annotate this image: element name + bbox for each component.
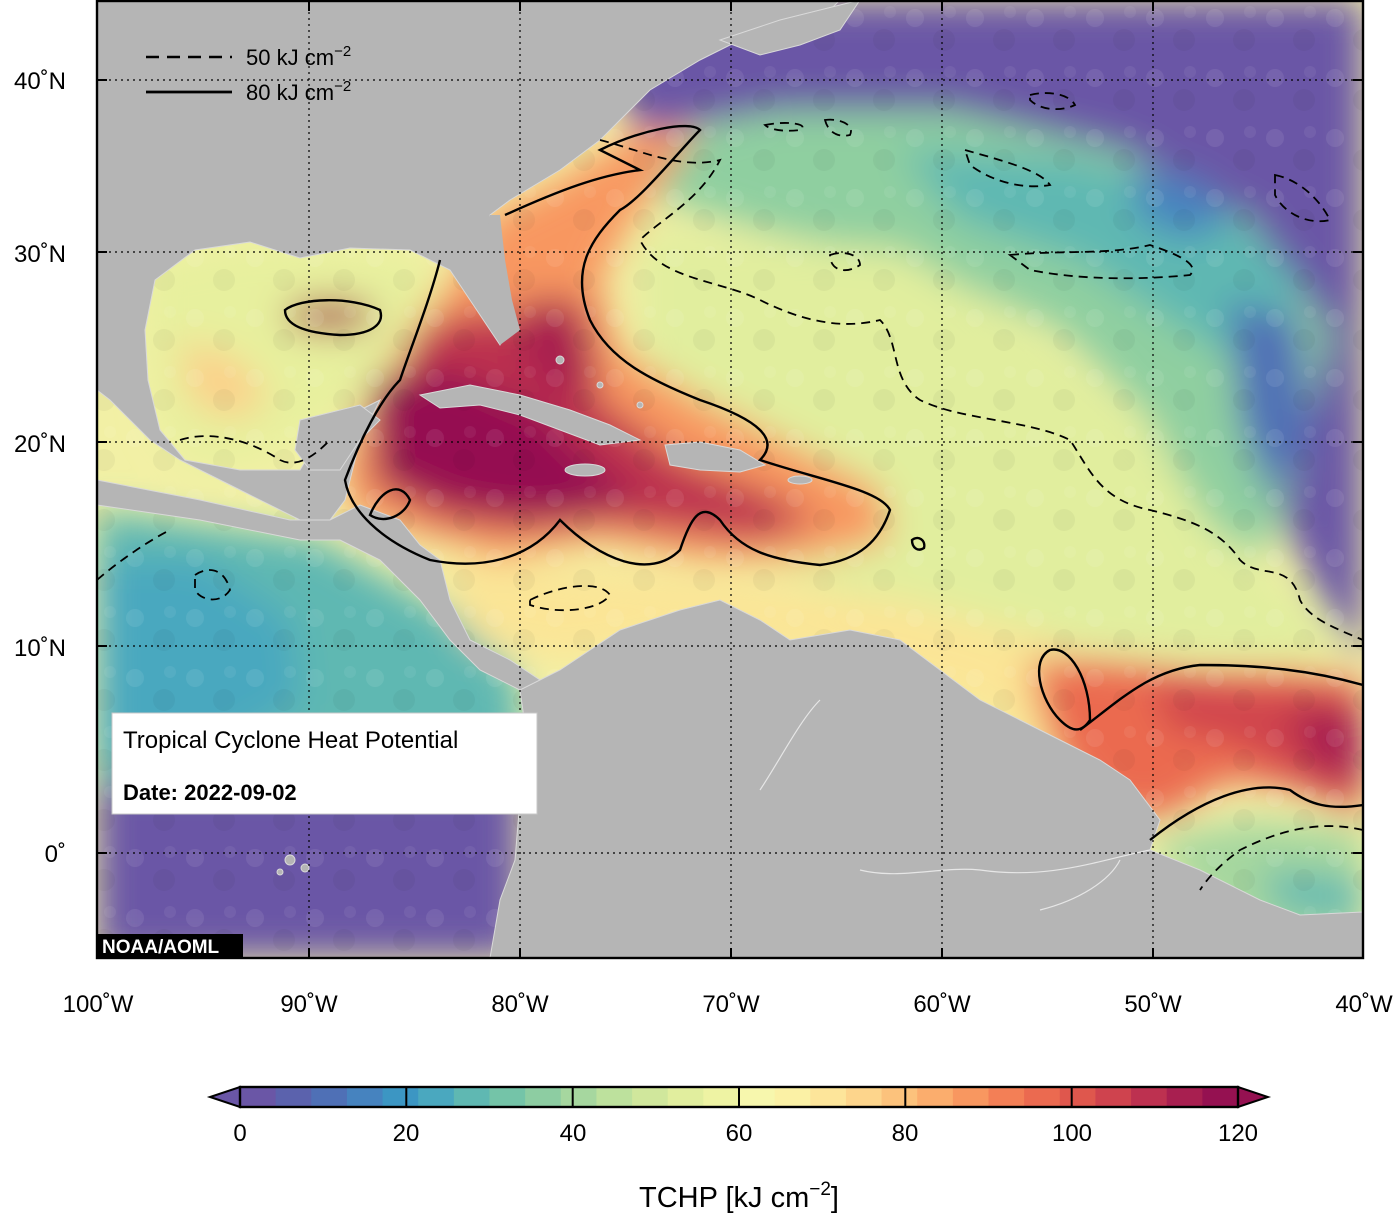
cb-label-20: 20	[393, 1120, 420, 1147]
cb-label-80: 80	[892, 1120, 919, 1147]
lat-label-30n: 30˚N	[14, 241, 66, 268]
rivers	[759, 699, 1151, 911]
cb-label-0: 0	[233, 1120, 246, 1147]
colorbar-over-arrow	[1237, 1085, 1272, 1109]
land-masses	[97, 0, 1363, 958]
colorbar-cell	[988, 1087, 1025, 1107]
colorbar-cell	[917, 1087, 954, 1107]
lon-label-50w: 50˚W	[1124, 991, 1182, 1018]
colorbar-cell	[632, 1087, 669, 1107]
info-box: Tropical Cyclone Heat Potential Date: 20…	[111, 712, 538, 815]
colorbar-cell	[1095, 1087, 1132, 1107]
colorbar-cell	[382, 1087, 419, 1107]
lon-labels: 100˚W 90˚W 80˚W 70˚W 60˚W 50˚W 40˚W	[63, 991, 1393, 1018]
colorbar-cell	[346, 1087, 384, 1107]
colorbar-cell	[952, 1087, 990, 1107]
cb-label-40: 40	[560, 1120, 587, 1147]
colorbar-ticks	[239, 1087, 1239, 1107]
colorbar-cell	[845, 1087, 883, 1107]
cb-label-120: 120	[1218, 1120, 1258, 1147]
lon-label-90w: 90˚W	[280, 991, 338, 1018]
colorbar-cell	[525, 1087, 562, 1107]
colorbar-cell	[810, 1087, 847, 1107]
legend-80-label: 80 kJ cm−2	[246, 78, 351, 105]
colorbar-cell	[560, 1087, 598, 1107]
colorbar-cell	[489, 1087, 526, 1107]
contour-50-dashed	[97, 92, 1363, 891]
colorbar-cell	[739, 1087, 776, 1107]
lon-label-40w: 40˚W	[1335, 991, 1393, 1018]
lat-label-40n: 40˚N	[14, 68, 66, 95]
colorbar-cells	[240, 1087, 1239, 1107]
lon-label-100w: 100˚W	[63, 991, 134, 1018]
colorbar-cell	[1059, 1087, 1097, 1107]
colorbar-cell	[1024, 1087, 1061, 1107]
colorbar: 0 20 40 60 80 100 120 TCHP [kJ cm−2]	[206, 1085, 1272, 1214]
lat-label-10n: 10˚N	[14, 635, 66, 662]
legend-50-label: 50 kJ cm−2	[246, 43, 351, 70]
colorbar-cell	[1131, 1087, 1168, 1107]
colorbar-cell	[703, 1087, 740, 1107]
colorbar-cell	[453, 1087, 491, 1107]
lon-label-70w: 70˚W	[702, 991, 760, 1018]
lat-labels: 40˚N 30˚N 20˚N 10˚N 0˚	[14, 68, 66, 868]
lon-label-60w: 60˚W	[913, 991, 971, 1018]
lon-label-80w: 80˚W	[491, 991, 549, 1018]
contour-legend: 50 kJ cm−2 80 kJ cm−2	[146, 43, 351, 105]
cb-label-60: 60	[726, 1120, 753, 1147]
colorbar-tick-labels: 0 20 40 60 80 100 120	[233, 1120, 1258, 1147]
lat-label-20n: 20˚N	[14, 431, 66, 458]
credit-badge: NOAA/AOML	[97, 934, 243, 958]
colorbar-cell	[667, 1087, 704, 1107]
info-box-date: Date: 2022-09-02	[123, 780, 297, 805]
colorbar-cell	[1202, 1087, 1239, 1107]
lat-label-0: 0˚	[45, 841, 66, 868]
colorbar-cell	[596, 1087, 633, 1107]
colorbar-title: TCHP [kJ cm−2]	[639, 1179, 839, 1214]
tick-marks	[97, 1, 1363, 958]
contour-80-solid	[283, 124, 1363, 841]
cb-label-100: 100	[1052, 1120, 1092, 1147]
colorbar-under-arrow	[206, 1085, 241, 1109]
colorbar-cell	[240, 1087, 277, 1107]
colorbar-cell	[418, 1087, 455, 1107]
colorbar-cell	[1166, 1087, 1203, 1107]
colorbar-cell	[311, 1087, 348, 1107]
info-box-title: Tropical Cyclone Heat Potential	[123, 727, 458, 754]
colorbar-cell	[275, 1087, 312, 1107]
colorbar-cell	[774, 1087, 811, 1107]
colorbar-cell	[881, 1087, 918, 1107]
credit-text: NOAA/AOML	[102, 937, 220, 958]
